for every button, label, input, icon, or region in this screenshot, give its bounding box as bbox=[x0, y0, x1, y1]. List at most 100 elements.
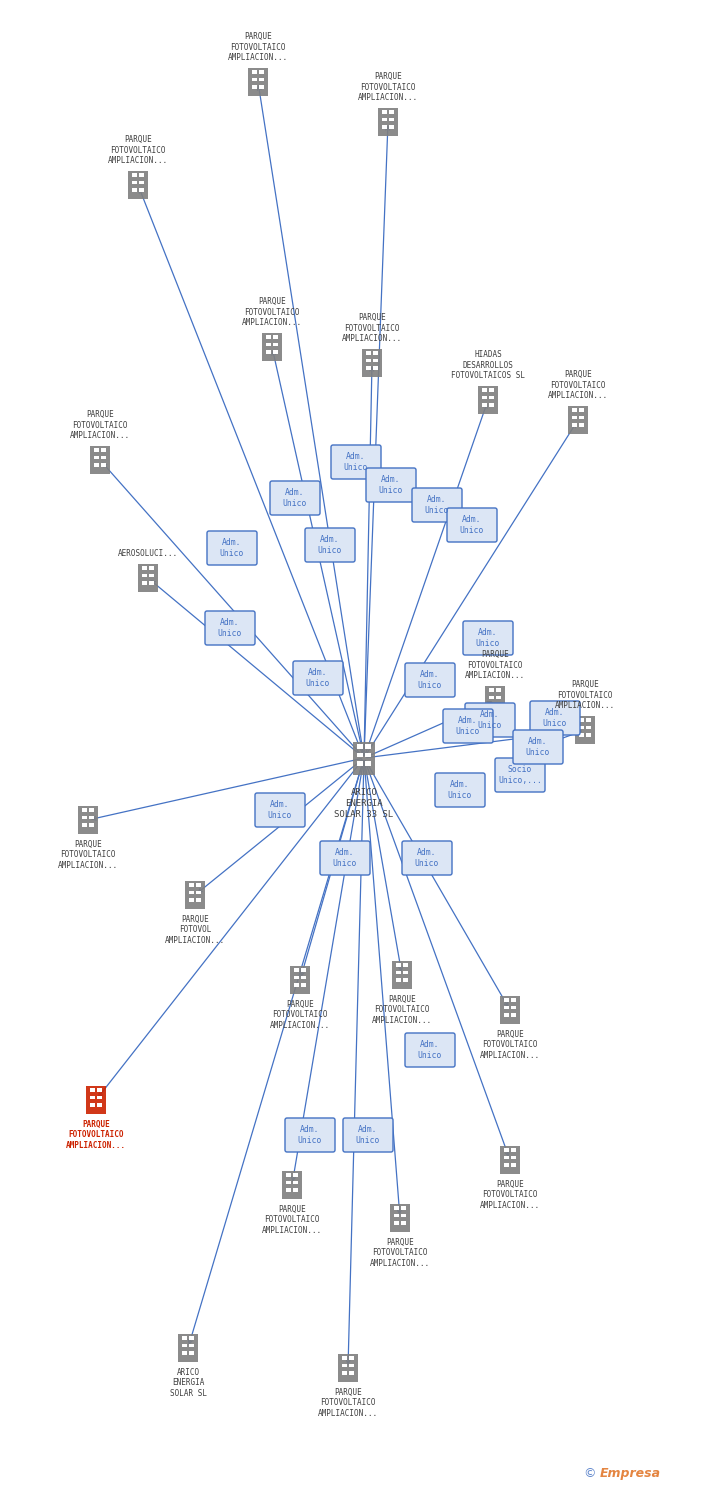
FancyBboxPatch shape bbox=[331, 446, 381, 478]
FancyBboxPatch shape bbox=[349, 1364, 354, 1368]
FancyBboxPatch shape bbox=[294, 975, 299, 980]
FancyBboxPatch shape bbox=[149, 580, 154, 585]
FancyBboxPatch shape bbox=[266, 334, 272, 339]
FancyBboxPatch shape bbox=[132, 180, 137, 184]
FancyBboxPatch shape bbox=[273, 342, 277, 346]
FancyBboxPatch shape bbox=[405, 663, 455, 698]
FancyBboxPatch shape bbox=[586, 718, 590, 722]
FancyBboxPatch shape bbox=[349, 1371, 354, 1374]
FancyBboxPatch shape bbox=[293, 1173, 298, 1178]
Text: PARQUE
FOTOVOLTAICO
AMPLIACION...: PARQUE FOTOVOLTAICO AMPLIACION... bbox=[58, 840, 118, 870]
FancyBboxPatch shape bbox=[401, 1221, 405, 1224]
Text: PARQUE
FOTOVOLTAICO
AMPLIACION...: PARQUE FOTOVOLTAICO AMPLIACION... bbox=[228, 32, 288, 62]
FancyBboxPatch shape bbox=[395, 1214, 399, 1218]
FancyBboxPatch shape bbox=[95, 456, 99, 459]
FancyBboxPatch shape bbox=[496, 688, 501, 692]
FancyBboxPatch shape bbox=[395, 1221, 399, 1224]
FancyBboxPatch shape bbox=[259, 70, 264, 74]
Text: Adm.
Unico: Adm. Unico bbox=[476, 628, 500, 648]
FancyBboxPatch shape bbox=[189, 1336, 194, 1340]
FancyBboxPatch shape bbox=[579, 726, 584, 729]
FancyBboxPatch shape bbox=[366, 351, 371, 355]
FancyBboxPatch shape bbox=[489, 688, 494, 692]
Text: PARQUE
FOTOVOLTAICO
AMPLIACION...: PARQUE FOTOVOLTAICO AMPLIACION... bbox=[108, 135, 168, 165]
FancyBboxPatch shape bbox=[89, 824, 94, 827]
Text: PARQUE
FOTOVOL
AMPLIACION...: PARQUE FOTOVOL AMPLIACION... bbox=[165, 915, 225, 945]
FancyBboxPatch shape bbox=[505, 1155, 509, 1160]
FancyBboxPatch shape bbox=[365, 762, 371, 766]
Text: Adm.
Unico: Adm. Unico bbox=[526, 738, 550, 756]
FancyBboxPatch shape bbox=[343, 1118, 393, 1152]
FancyBboxPatch shape bbox=[255, 794, 305, 826]
FancyBboxPatch shape bbox=[266, 350, 272, 354]
FancyBboxPatch shape bbox=[365, 753, 371, 758]
Text: Adm.
Unico: Adm. Unico bbox=[418, 1041, 442, 1059]
FancyBboxPatch shape bbox=[496, 704, 501, 706]
Text: PARQUE
FOTOVOLTAICO
AMPLIACION...: PARQUE FOTOVOLTAICO AMPLIACION... bbox=[465, 650, 525, 680]
Text: Adm.
Unico: Adm. Unico bbox=[356, 1125, 380, 1144]
Text: Adm.
Unico: Adm. Unico bbox=[418, 670, 442, 690]
FancyBboxPatch shape bbox=[495, 758, 545, 792]
FancyBboxPatch shape bbox=[412, 488, 462, 522]
FancyBboxPatch shape bbox=[82, 816, 87, 819]
FancyBboxPatch shape bbox=[403, 978, 408, 981]
FancyBboxPatch shape bbox=[266, 342, 272, 346]
Text: Adm.
Unico: Adm. Unico bbox=[318, 536, 342, 555]
FancyBboxPatch shape bbox=[382, 110, 387, 114]
FancyBboxPatch shape bbox=[575, 716, 595, 744]
FancyBboxPatch shape bbox=[572, 416, 577, 420]
FancyBboxPatch shape bbox=[342, 1364, 347, 1368]
FancyBboxPatch shape bbox=[483, 396, 487, 399]
FancyBboxPatch shape bbox=[90, 446, 110, 474]
FancyBboxPatch shape bbox=[178, 1334, 198, 1362]
FancyBboxPatch shape bbox=[488, 404, 494, 406]
Text: ARICO
ENERGIA
SOLAR SL: ARICO ENERGIA SOLAR SL bbox=[170, 1368, 207, 1398]
FancyBboxPatch shape bbox=[586, 734, 590, 736]
FancyBboxPatch shape bbox=[196, 891, 201, 894]
Text: Adm.
Unico: Adm. Unico bbox=[218, 618, 242, 638]
FancyBboxPatch shape bbox=[486, 686, 505, 714]
FancyBboxPatch shape bbox=[395, 1206, 399, 1210]
Text: PARQUE
FOTOVOLTAICO
AMPLIACION...: PARQUE FOTOVOLTAICO AMPLIACION... bbox=[342, 314, 402, 344]
FancyBboxPatch shape bbox=[505, 1013, 509, 1017]
FancyBboxPatch shape bbox=[382, 124, 387, 129]
FancyBboxPatch shape bbox=[196, 898, 201, 902]
Text: Adm.
Unico: Adm. Unico bbox=[448, 780, 472, 800]
FancyBboxPatch shape bbox=[511, 1005, 515, 1010]
FancyBboxPatch shape bbox=[402, 842, 452, 874]
Text: PARQUE
FOTOVOLTAICO
AMPLIACION...: PARQUE FOTOVOLTAICO AMPLIACION... bbox=[370, 1238, 430, 1268]
FancyBboxPatch shape bbox=[357, 753, 363, 758]
FancyBboxPatch shape bbox=[285, 1118, 335, 1152]
FancyBboxPatch shape bbox=[363, 348, 381, 378]
FancyBboxPatch shape bbox=[530, 700, 580, 735]
FancyBboxPatch shape bbox=[579, 734, 584, 736]
FancyBboxPatch shape bbox=[505, 1005, 509, 1010]
Text: HIADAS
DESARROLLOS
FOTOVOLTAICOS SL: HIADAS DESARROLLOS FOTOVOLTAICOS SL bbox=[451, 350, 525, 380]
Text: Socio
Unico,...: Socio Unico,... bbox=[498, 765, 542, 784]
FancyBboxPatch shape bbox=[505, 1148, 509, 1152]
FancyBboxPatch shape bbox=[273, 334, 277, 339]
FancyBboxPatch shape bbox=[579, 408, 584, 413]
Text: PARQUE
FOTOVOLTAICO
AMPLIACION...: PARQUE FOTOVOLTAICO AMPLIACION... bbox=[66, 1120, 126, 1150]
FancyBboxPatch shape bbox=[373, 358, 378, 363]
Text: Adm.
Unico: Adm. Unico bbox=[460, 516, 484, 534]
FancyBboxPatch shape bbox=[401, 1206, 405, 1210]
FancyBboxPatch shape bbox=[182, 1352, 187, 1354]
FancyBboxPatch shape bbox=[293, 1188, 298, 1191]
FancyBboxPatch shape bbox=[78, 806, 98, 834]
FancyBboxPatch shape bbox=[253, 86, 257, 88]
FancyBboxPatch shape bbox=[443, 710, 493, 742]
FancyBboxPatch shape bbox=[463, 621, 513, 656]
Text: Adm.
Unico: Adm. Unico bbox=[298, 1125, 323, 1144]
FancyBboxPatch shape bbox=[189, 891, 194, 894]
FancyBboxPatch shape bbox=[339, 1353, 357, 1383]
FancyBboxPatch shape bbox=[182, 1344, 187, 1347]
Text: PARQUE
FOTOVOLTAICO
AMPLIACION...: PARQUE FOTOVOLTAICO AMPLIACION... bbox=[480, 1180, 540, 1210]
FancyBboxPatch shape bbox=[97, 1095, 102, 1100]
FancyBboxPatch shape bbox=[301, 975, 306, 980]
FancyBboxPatch shape bbox=[586, 726, 590, 729]
FancyBboxPatch shape bbox=[396, 978, 401, 981]
FancyBboxPatch shape bbox=[293, 1180, 298, 1185]
FancyBboxPatch shape bbox=[97, 1102, 102, 1107]
FancyBboxPatch shape bbox=[396, 963, 401, 968]
